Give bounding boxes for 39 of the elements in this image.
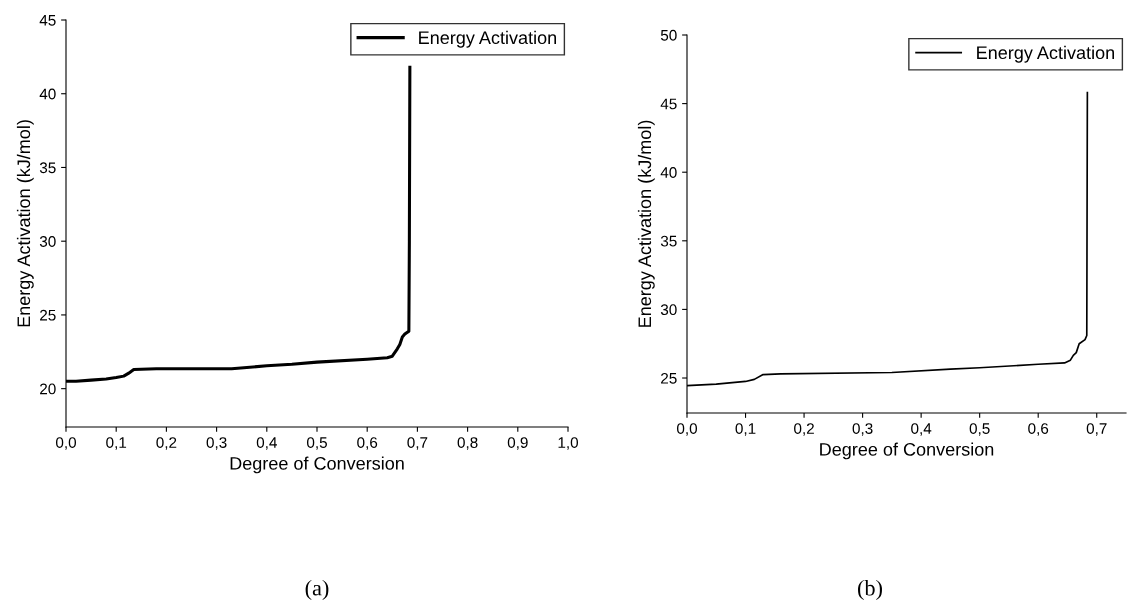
x-axis-title: Degree of Conversion (230, 456, 404, 474)
x-tick-label: 0,1 (106, 437, 127, 450)
x-tick-label: 0,2 (156, 437, 177, 450)
x-tick-label: 0,8 (457, 437, 478, 450)
y-tick-label: 30 (660, 304, 677, 316)
y-tick-label: 30 (39, 236, 56, 247)
y-tick-label: 25 (661, 372, 677, 384)
x-tick-label: 0,4 (911, 423, 932, 436)
y-tick-label: 45 (39, 15, 56, 26)
y-tick-label: 35 (660, 235, 677, 247)
x-tick-label: 0,3 (206, 437, 227, 450)
x-axis-title: Degree of Conversion (820, 442, 994, 460)
text: (a) (305, 579, 329, 601)
x-tick-label: 0,5 (969, 423, 990, 436)
y-tick-label: 45 (660, 98, 677, 110)
x-tick-label: 0,0 (55, 437, 77, 450)
y-tick-label: 50 (660, 29, 677, 41)
legend-label: Energy Activation (977, 45, 1114, 63)
y-tick-label: 40 (660, 167, 677, 178)
x-tick-label: 0,7 (407, 437, 428, 450)
x-tick-label: 0,3 (852, 423, 873, 436)
legend-label: Energy Activation (419, 30, 556, 48)
y-axis-title: Energy Activation (kJ/mol) (16, 120, 34, 327)
y-tick-label: 35 (39, 162, 56, 174)
x-tick-label: 0,0 (676, 423, 698, 436)
x-tick-label: 0,6 (357, 437, 378, 450)
x-tick-label: 0,7 (1086, 423, 1107, 436)
y-tick-label: 40 (39, 88, 56, 100)
x-tick-label: 0,1 (735, 423, 756, 436)
y-axis-title: Energy Activation (kJ/mol) (637, 120, 655, 327)
x-tick-label: 0,5 (306, 437, 327, 450)
x-tick-label: 1,0 (558, 437, 579, 450)
x-tick-label: 0,9 (507, 437, 528, 450)
x-tick-label: 0,2 (794, 423, 814, 436)
x-tick-label: 0,6 (1028, 423, 1049, 436)
y-tick-label: 25 (40, 309, 56, 321)
x-tick-label: 0,4 (256, 437, 277, 450)
y-tick-label: 20 (40, 383, 56, 395)
text: (b) (858, 579, 882, 601)
